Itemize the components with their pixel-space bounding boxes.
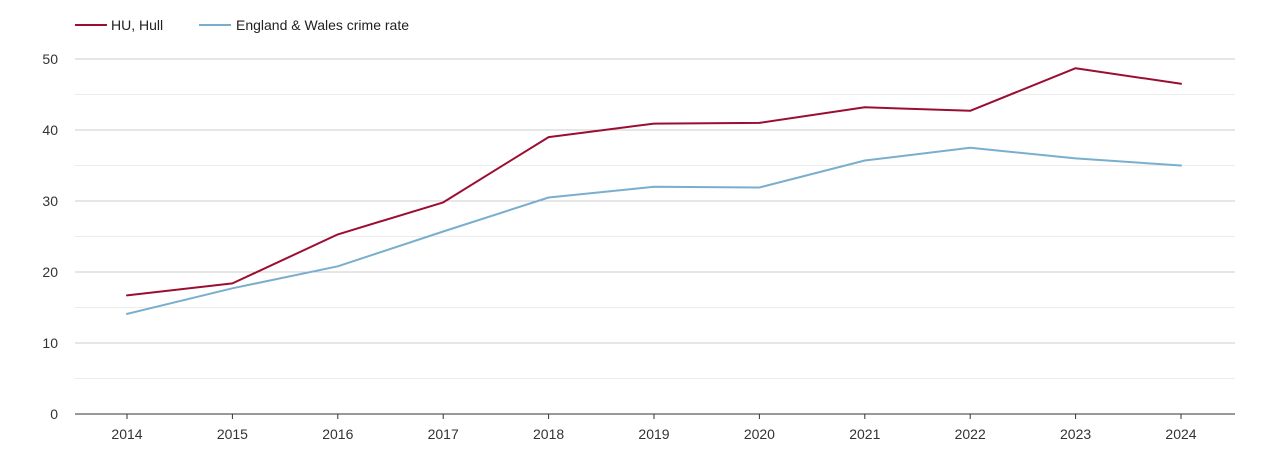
gridlines (75, 58, 1235, 379)
y-tick-label-40: 40 (42, 122, 58, 138)
x-tick-label-2019: 2019 (638, 426, 669, 442)
data-point-1-2019 (652, 185, 656, 189)
series-line-0 (126, 67, 1182, 297)
data-point-1-2018 (547, 195, 551, 199)
series-lines (125, 66, 1183, 316)
data-point-1-2023 (1074, 156, 1078, 160)
axes: 0 10 20 30 40 50 2014 2015 2016 2017 2018 2019 2020 2… (42, 51, 1235, 442)
data-point-1-2014 (125, 312, 129, 316)
series-line-1 (126, 146, 1182, 315)
x-tick-label-2024: 2024 (1165, 426, 1196, 442)
data-point-1-2015 (230, 286, 234, 290)
x-tick-label-2023: 2023 (1060, 426, 1091, 442)
y-tick-label-30: 30 (42, 193, 58, 209)
x-tick-label-2021: 2021 (849, 426, 880, 442)
x-tick-label-2018: 2018 (533, 426, 564, 442)
x-tick-label-2015: 2015 (217, 426, 248, 442)
y-tick-label-10: 10 (42, 335, 58, 351)
legend: HU, Hull England & Wales crime rate (75, 17, 409, 33)
data-point-1-2020 (757, 186, 761, 190)
legend-label-0: HU, Hull (111, 17, 163, 33)
data-point-0-2014 (125, 293, 129, 297)
data-point-1-2024 (1179, 164, 1183, 168)
data-point-0-2020 (757, 121, 761, 125)
data-point-0-2019 (652, 122, 656, 126)
x-tick-label-2017: 2017 (428, 426, 459, 442)
x-tick-label-2020: 2020 (744, 426, 775, 442)
data-point-1-2016 (336, 264, 340, 268)
y-tick-label-20: 20 (42, 264, 58, 280)
data-point-0-2024 (1179, 82, 1183, 86)
data-point-0-2017 (441, 200, 445, 204)
data-point-0-2022 (968, 109, 972, 113)
y-tick-label-50: 50 (42, 51, 58, 67)
x-tick-label-2016: 2016 (322, 426, 353, 442)
data-point-1-2017 (441, 230, 445, 234)
data-point-0-2016 (336, 232, 340, 236)
data-point-0-2015 (230, 281, 234, 285)
data-point-0-2023 (1074, 66, 1078, 70)
x-tick-label-2014: 2014 (111, 426, 142, 442)
legend-label-1: England & Wales crime rate (236, 17, 409, 33)
data-point-0-2021 (863, 105, 867, 109)
data-point-1-2021 (863, 159, 867, 163)
x-tick-label-2022: 2022 (955, 426, 986, 442)
data-point-1-2022 (968, 146, 972, 150)
y-tick-label-0: 0 (50, 406, 58, 422)
data-point-0-2018 (547, 135, 551, 139)
